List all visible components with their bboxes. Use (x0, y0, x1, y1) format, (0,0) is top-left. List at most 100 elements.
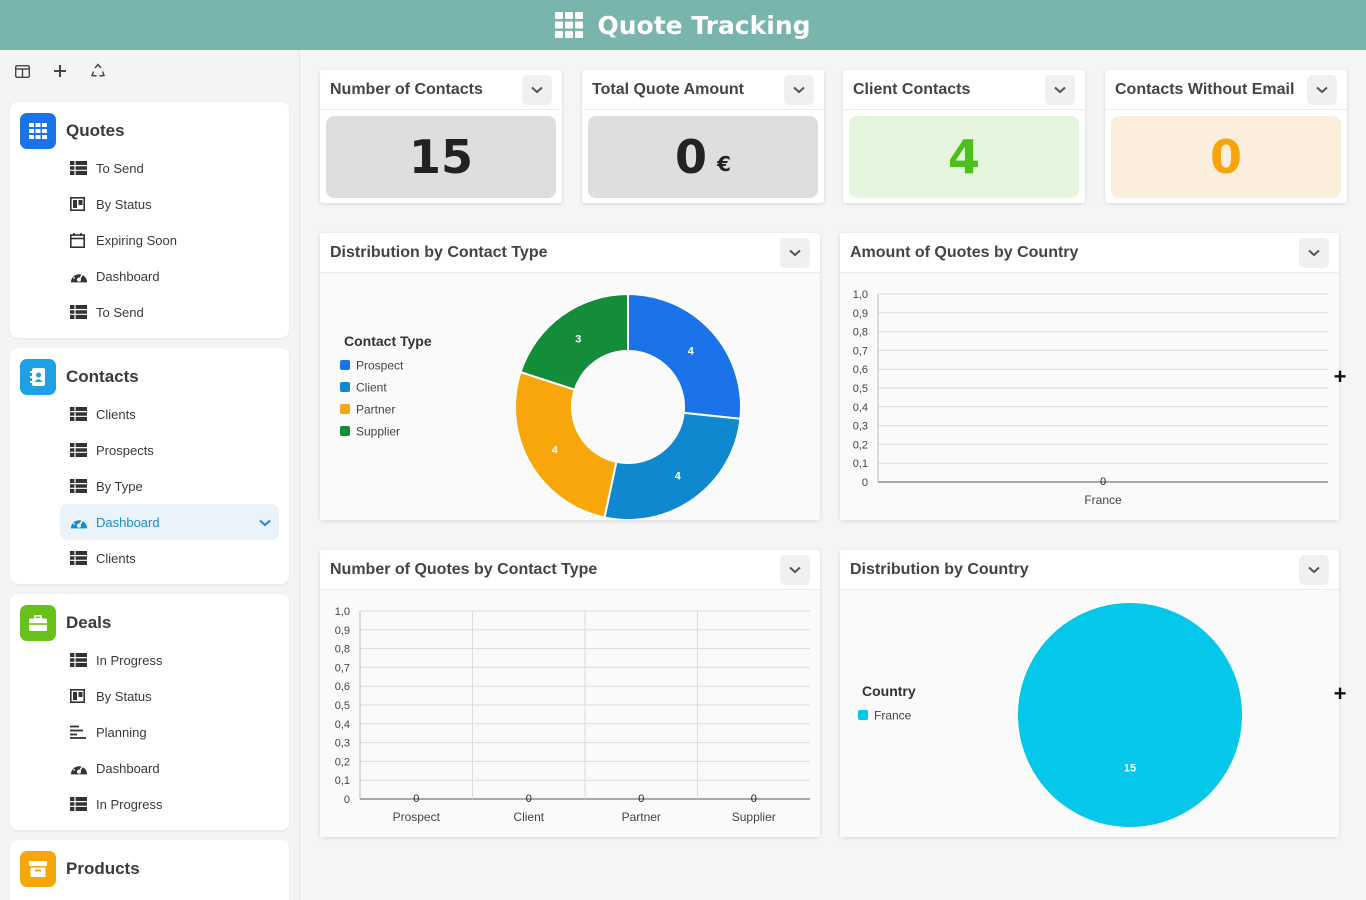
add-widget-button[interactable]: + (1333, 681, 1347, 706)
x-tick-label: Supplier (732, 810, 776, 824)
sidebar-item-label: By Type (96, 478, 143, 494)
recycle-icon[interactable] (90, 63, 106, 79)
sidebar-group-contacts: Contacts Clients Prospects By Type Dashb… (10, 348, 289, 584)
legend-label: Client (356, 381, 387, 395)
kpi-card-total-quote-amount: Total Quote Amount 0 € (582, 70, 824, 203)
dashboard-icon (70, 760, 88, 776)
data-label: 4 (688, 345, 695, 357)
legend-swatch (858, 710, 868, 720)
legend-label: Partner (356, 403, 395, 417)
add-widget-button[interactable]: + (1333, 364, 1347, 389)
y-tick-label: 0,6 (853, 364, 868, 376)
legend-label: Supplier (356, 425, 400, 439)
sidebar-item-dashboard[interactable]: Dashboard (10, 258, 289, 294)
add-icon[interactable] (52, 63, 68, 79)
data-label: 4 (675, 470, 682, 482)
sidebar-item-by-status[interactable]: By Status (10, 186, 289, 222)
sidebar-group-deals: Deals In Progress By Status Planning Das… (10, 594, 289, 830)
chart-card-distribution-by-country: Distribution by Country 15 Country France (840, 550, 1339, 837)
y-tick-label: 0,2 (853, 439, 868, 451)
kpi-value-box: 0 € (588, 116, 818, 198)
chevron-down-icon[interactable] (780, 237, 810, 268)
dashboard-icon (70, 268, 88, 284)
sidebar-item-label: Planning (96, 724, 147, 740)
sidebar-item-label: Clients (96, 406, 136, 422)
sidebar-item-clients[interactable]: Clients (10, 540, 289, 576)
box-icon (20, 851, 56, 887)
sidebar-item-planning[interactable]: Planning (10, 714, 289, 750)
card-title: Contacts Without Email (1115, 80, 1295, 98)
table-icon (70, 304, 88, 320)
sidebar-item-label: In Progress (96, 652, 163, 668)
sidebar-item-in-progress[interactable]: In Progress (10, 786, 289, 822)
card-title: Distribution by Country (850, 560, 1029, 578)
y-tick-label: 0,6 (335, 681, 350, 693)
chart-card-amount-by-country: Amount of Quotes by Country 0 0,1 0,2 0,3 0,… (840, 233, 1339, 520)
kanban-icon (70, 688, 88, 704)
y-tick-label: 0,8 (853, 327, 868, 339)
sidebar-item-label: By Status (96, 688, 152, 704)
y-tick-label: 1,0 (853, 289, 868, 301)
x-tick-label: France (1084, 493, 1122, 507)
group-header-contacts[interactable]: Contacts (10, 358, 289, 396)
chevron-down-icon[interactable] (1299, 554, 1329, 585)
pie-slice-supplier (519, 292, 629, 391)
y-tick-label: 0,1 (853, 458, 868, 470)
chevron-down-icon[interactable] (1299, 237, 1329, 268)
sidebar-item-dashboard-active[interactable]: Dashboard (60, 504, 279, 540)
group-header-quotes[interactable]: Quotes (10, 112, 289, 150)
toggle-panel-icon[interactable] (14, 63, 30, 79)
y-tick-label: 0,4 (853, 402, 868, 414)
group-header-products[interactable]: Products (10, 850, 289, 888)
sidebar-item-by-status[interactable]: By Status (10, 678, 289, 714)
bar-chart: 0 0,1 0,2 0,3 0,4 0,5 0,6 0,7 0,8 0,9 1,0 0 Prospect… (320, 590, 820, 837)
data-label: 3 (575, 334, 581, 346)
x-tick-label: Partner (622, 810, 661, 824)
sidebar-group-quotes: Quotes To Send By Status Expiring Soon D… (10, 102, 289, 338)
briefcase-icon (20, 605, 56, 641)
chart-card-distribution-by-contact-type: Distribution by Contact Type 4 4 4 3 Contact… (320, 233, 820, 520)
sidebar-item-label: By Status (96, 196, 152, 212)
y-tick-label: 0,7 (335, 662, 350, 674)
sidebar-item-to-send[interactable]: To Send (10, 294, 289, 330)
kpi-value: 15 (408, 130, 473, 184)
sidebar-item-prospects[interactable]: Prospects (10, 432, 289, 468)
y-tick-label: 0,1 (335, 775, 350, 787)
chevron-down-icon[interactable] (1307, 74, 1337, 105)
sidebar-item-by-type[interactable]: By Type (10, 468, 289, 504)
y-tick-label: 0,5 (853, 383, 868, 395)
pie-slice-client (603, 411, 742, 520)
y-tick-label: 0,8 (335, 644, 350, 656)
group-header-deals[interactable]: Deals (10, 604, 289, 642)
data-label: 0 (1100, 476, 1106, 488)
sidebar-item-expiring-soon[interactable]: Expiring Soon (10, 222, 289, 258)
sidebar-item-clients[interactable]: Clients (10, 396, 289, 432)
chevron-down-icon[interactable] (522, 74, 552, 105)
x-tick-label: Prospect (393, 810, 441, 824)
group-title: Contacts (66, 367, 139, 386)
data-label: 4 (552, 444, 559, 456)
pie-slice-prospect (627, 292, 742, 420)
chevron-down-icon[interactable] (780, 554, 810, 585)
y-tick-label: 0 (344, 794, 350, 806)
table-icon (70, 550, 88, 566)
sidebar-item-in-progress[interactable]: In Progress (10, 642, 289, 678)
sidebar-item-to-send[interactable]: To Send (10, 150, 289, 186)
dashboard-icon (70, 514, 88, 530)
pie-slice-france (1016, 601, 1244, 829)
chevron-down-icon[interactable] (1045, 74, 1075, 105)
y-tick-label: 0,9 (853, 308, 868, 320)
chevron-down-icon[interactable] (784, 74, 814, 105)
chevron-down-icon[interactable] (259, 515, 271, 530)
y-tick-label: 0,3 (335, 738, 350, 750)
data-label: 0 (413, 793, 419, 805)
kpi-value-box: 15 (326, 116, 556, 198)
sidebar-item-label: Dashboard (96, 760, 160, 776)
card-title: Distribution by Contact Type (330, 243, 548, 261)
grid-icon (555, 12, 584, 38)
y-tick-label: 1,0 (335, 606, 350, 618)
donut-chart: 4 4 4 3 Contact Type Prospect Client Partner Sup… (320, 273, 820, 520)
kpi-card-number-of-contacts: Number of Contacts 15 (320, 70, 562, 203)
card-title: Amount of Quotes by Country (850, 243, 1079, 261)
sidebar-item-dashboard[interactable]: Dashboard (10, 750, 289, 786)
